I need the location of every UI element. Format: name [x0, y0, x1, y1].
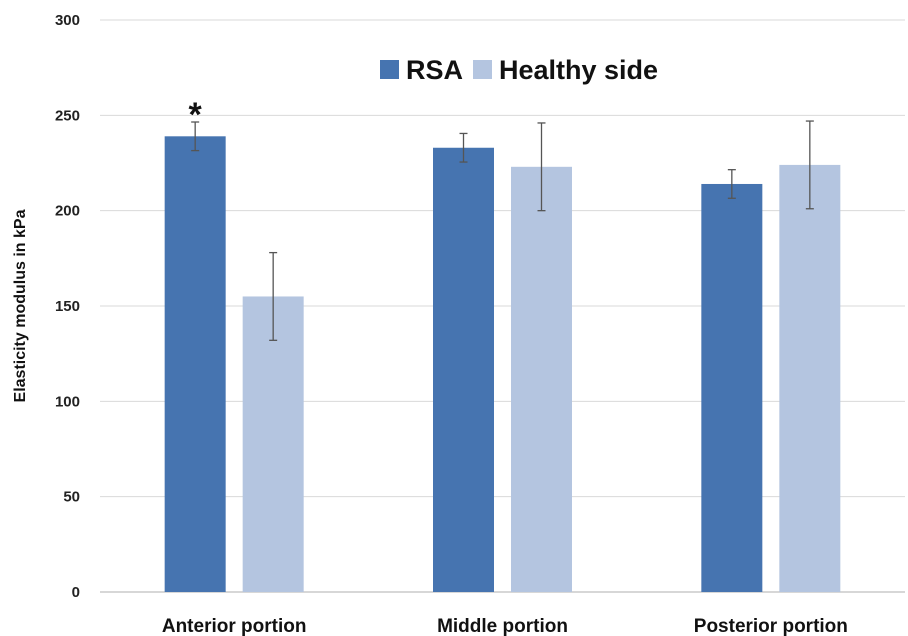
bar-rsa-posterior-portion: [701, 183, 763, 592]
x-category-label-middle-portion: Middle portion: [437, 616, 568, 636]
y-tick-label-50: 50: [63, 489, 80, 506]
x-axis-categories: Anterior portion Middle portion Posterior …: [162, 616, 848, 636]
bars: *: [164, 96, 841, 592]
x-category-label-anterior-portion: Anterior portion: [162, 616, 307, 636]
y-axis-title: Elasticity modulus in kPa: [12, 209, 29, 402]
y-tick-label-300: 300: [55, 12, 80, 29]
y-axis-ticks: 0 50 100 150 200 250 300: [55, 12, 80, 601]
y-tick-label-200: 200: [55, 203, 80, 220]
legend-swatch-rsa: [380, 60, 399, 79]
y-tick-label-150: 150: [55, 298, 80, 315]
significance-marker: *: [189, 96, 203, 134]
bar-healthy-side-posterior-portion: [779, 164, 841, 592]
bar-rsa-middle-portion: [433, 147, 494, 592]
bar-healthy-side-middle-portion: [511, 166, 572, 592]
legend-swatch-healthy-side: [473, 60, 492, 79]
legend: RSA Healthy side: [380, 55, 658, 85]
gridlines: [100, 19, 905, 593]
legend-label-healthy-side: Healthy side: [499, 55, 658, 85]
y-tick-label-100: 100: [55, 393, 80, 410]
bar-rsa-anterior-portion: [164, 136, 226, 592]
y-tick-label-0: 0: [72, 584, 80, 601]
bar-healthy-side-anterior-portion: [242, 296, 304, 592]
y-tick-label-250: 250: [55, 107, 80, 124]
legend-label-rsa: RSA: [406, 55, 463, 85]
x-category-label-posterior-portion: Posterior portion: [694, 616, 848, 636]
